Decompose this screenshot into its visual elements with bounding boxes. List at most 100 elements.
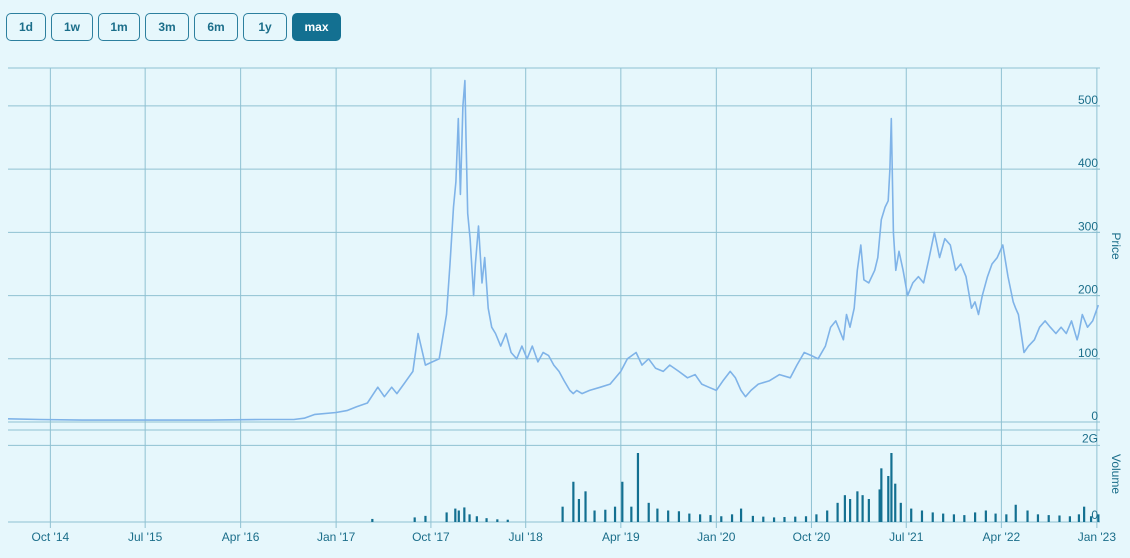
price-tick-label: 0 <box>1091 409 1098 423</box>
range-button-1d[interactable]: 1d <box>6 13 46 41</box>
volume-bar <box>445 512 448 522</box>
price-series-line <box>7 79 1100 421</box>
volume-bar <box>1077 514 1081 522</box>
volume-bar <box>457 510 460 522</box>
volume-bar <box>783 517 786 522</box>
volume-bar <box>762 516 765 522</box>
volume-bar <box>942 513 945 522</box>
volume-bar <box>952 514 956 522</box>
volume-bar <box>506 519 509 522</box>
volume-bar <box>613 506 617 522</box>
volume-bar <box>413 517 416 522</box>
volume-bar <box>890 453 893 522</box>
price-axis-label: Price <box>1109 232 1123 260</box>
volume-bar <box>1068 516 1071 522</box>
volume-bar <box>836 502 839 522</box>
volume-bar <box>667 510 670 522</box>
volume-bar <box>496 519 499 522</box>
volume-axis-ticks: 0 2G <box>1082 431 1098 522</box>
range-button-max[interactable]: max <box>292 13 341 41</box>
volume-bar <box>984 510 987 522</box>
volume-bar <box>647 502 650 522</box>
volume-bar <box>899 502 902 522</box>
time-tick-label: Oct '14 <box>32 530 70 544</box>
volume-bar <box>468 514 471 522</box>
volume-bar <box>656 508 659 522</box>
time-tick-label: Jul '18 <box>509 530 544 544</box>
volume-bar <box>485 518 488 522</box>
range-button-6m[interactable]: 6m <box>194 13 238 41</box>
volume-bar <box>688 513 691 522</box>
time-tick-label: Oct '20 <box>793 530 831 544</box>
volume-bar <box>804 516 808 522</box>
range-button-1y[interactable]: 1y <box>243 13 287 41</box>
range-button-3m[interactable]: 3m <box>145 13 189 41</box>
volume-bar <box>910 508 913 522</box>
volume-tick-label: 0 <box>1091 508 1098 522</box>
volume-bar <box>1036 514 1040 522</box>
volume-bar <box>454 508 457 522</box>
volume-bar <box>720 516 723 522</box>
volume-bar <box>856 491 859 522</box>
price-axis-ticks: 0 100 200 300 400 500 <box>1078 93 1098 423</box>
time-tick-label: Oct '17 <box>412 530 450 544</box>
range-button-1m[interactable]: 1m <box>98 13 140 41</box>
volume-bar <box>709 515 712 522</box>
volume-bar <box>887 476 890 522</box>
volume-bar <box>561 506 564 522</box>
volume-bar <box>621 481 624 522</box>
volume-bar <box>1026 510 1029 522</box>
price-tick-label: 100 <box>1078 346 1098 360</box>
volume-bar <box>1097 514 1100 522</box>
range-button-1w[interactable]: 1w <box>51 13 93 41</box>
time-tick-label: Apr '22 <box>983 530 1021 544</box>
time-tick-label: Apr '19 <box>602 530 640 544</box>
volume-bar <box>867 499 870 522</box>
volume-bar <box>994 513 997 522</box>
price-tick-label: 300 <box>1078 219 1098 233</box>
volume-bar <box>475 516 478 522</box>
time-tick-label: Jan '20 <box>697 530 736 544</box>
volume-bar <box>636 453 640 522</box>
volume-bar <box>849 499 852 522</box>
volume-bar <box>1083 506 1086 522</box>
volume-bar <box>424 515 427 522</box>
time-tick-label: Apr '16 <box>222 530 260 544</box>
volume-bar <box>371 518 374 522</box>
volume-bar <box>878 489 881 522</box>
volume-tick-label: 2G <box>1082 431 1098 445</box>
volume-bar <box>772 517 776 522</box>
chart-grid <box>8 67 1100 528</box>
volume-bar <box>584 491 587 522</box>
volume-bar <box>1005 514 1008 522</box>
volume-bar <box>751 515 754 522</box>
volume-bar <box>1089 516 1093 522</box>
volume-bar <box>630 506 633 522</box>
volume-bar <box>826 510 829 522</box>
volume-bar <box>815 514 818 522</box>
volume-bar <box>974 512 977 522</box>
volume-bar <box>794 516 797 522</box>
time-range-selector: 1d 1w 1m 3m 6m 1y max <box>6 13 341 41</box>
price-tick-label: 400 <box>1078 156 1098 170</box>
time-tick-label: Jan '23 <box>1078 530 1117 544</box>
volume-bar <box>572 481 575 522</box>
volume-bar <box>931 512 934 522</box>
time-tick-label: Jul '21 <box>889 530 924 544</box>
time-tick-label: Jul '15 <box>128 530 163 544</box>
volume-bar <box>463 507 466 522</box>
volume-bar <box>843 495 846 522</box>
volume-bar <box>1058 515 1061 522</box>
volume-bar <box>577 499 581 522</box>
volume-bar <box>730 514 734 522</box>
price-tick-label: 500 <box>1078 93 1098 107</box>
volume-bar <box>920 510 924 522</box>
volume-bar <box>894 483 897 522</box>
volume-bar <box>861 495 864 522</box>
volume-bar <box>593 510 596 522</box>
volume-bar <box>677 511 681 522</box>
price-tick-label: 200 <box>1078 283 1098 297</box>
volume-bar <box>604 509 607 522</box>
volume-bar <box>880 468 883 522</box>
